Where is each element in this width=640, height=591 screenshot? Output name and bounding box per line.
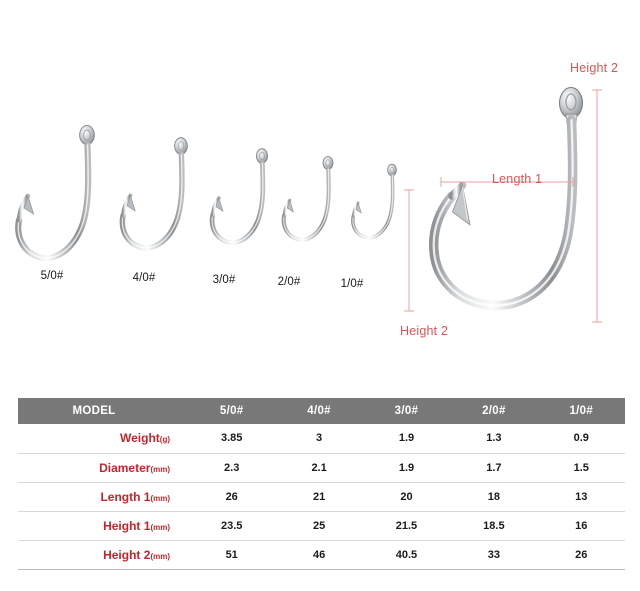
table-header-col-1-0: 1/0# bbox=[537, 398, 625, 424]
hook-2-0 bbox=[281, 156, 334, 242]
specification-table: MODEL 5/0# 4/0# 3/0# 2/0# 1/0# Weight(g)… bbox=[18, 398, 625, 570]
cell-height1-1-0: 16 bbox=[537, 511, 625, 541]
table-row-length1: Length 1(mm) 26 21 20 18 13 bbox=[18, 482, 625, 512]
row-label-height2: Height 2(mm) bbox=[18, 540, 188, 570]
row-label-diameter-text: Diameter bbox=[99, 460, 151, 475]
cell-height2-4-0: 46 bbox=[275, 540, 363, 570]
row-unit-length1: (mm) bbox=[150, 493, 170, 503]
table-header-col-5-0: 5/0# bbox=[188, 398, 276, 424]
cell-diameter-4-0: 2.1 bbox=[275, 453, 363, 483]
row-unit-height2: (mm) bbox=[150, 551, 170, 561]
cell-length1-1-0: 13 bbox=[537, 482, 625, 512]
cell-diameter-2-0: 1.7 bbox=[450, 453, 538, 483]
hook-size-label-5-0: 5/0# bbox=[40, 270, 64, 282]
cell-diameter-1-0: 1.5 bbox=[537, 453, 625, 483]
table-header-col-2-0: 2/0# bbox=[450, 398, 538, 424]
cell-weight-5-0: 3.85 bbox=[188, 424, 276, 454]
cell-weight-4-0: 3 bbox=[275, 424, 363, 454]
row-label-height1: Height 1(mm) bbox=[18, 511, 188, 541]
table-header-row: MODEL 5/0# 4/0# 3/0# 2/0# 1/0# bbox=[18, 398, 625, 424]
hook-5-0 bbox=[15, 125, 95, 262]
table-row-weight: Weight(g) 3.85 3 1.9 1.3 0.9 bbox=[18, 424, 625, 454]
cell-weight-1-0: 0.9 bbox=[537, 424, 625, 454]
row-label-length1: Length 1(mm) bbox=[18, 482, 188, 512]
hook-illustration-area: 5/0# 4/0# 3/0# 2/0# 1/0# Height 2 Length… bbox=[15, 61, 619, 338]
dimension-line-length1 bbox=[440, 177, 574, 187]
table-header-col-3-0: 3/0# bbox=[362, 398, 451, 424]
table-row-height2: Height 2(mm) 51 46 40.5 33 26 bbox=[18, 540, 625, 570]
hook-large-annotated bbox=[429, 87, 583, 311]
cell-weight-3-0: 1.9 bbox=[362, 424, 451, 454]
cell-weight-2-0: 1.3 bbox=[450, 424, 538, 454]
cell-height2-2-0: 33 bbox=[450, 540, 538, 570]
hook-4-0 bbox=[119, 137, 188, 251]
table-header-model: MODEL bbox=[18, 398, 188, 424]
table-row-height1: Height 1(mm) 23.5 25 21.5 18.5 16 bbox=[18, 511, 625, 541]
row-label-weight-text: Weight bbox=[120, 431, 160, 446]
cell-length1-2-0: 18 bbox=[450, 482, 538, 512]
cell-height1-2-0: 18.5 bbox=[450, 511, 538, 541]
hook-size-label-2-0: 2/0# bbox=[277, 276, 301, 288]
cell-diameter-5-0: 2.3 bbox=[188, 453, 276, 483]
dimension-label-height2-bottom: Height 2 bbox=[400, 324, 449, 338]
cell-height1-4-0: 25 bbox=[275, 511, 363, 541]
row-label-height1-text: Height 1 bbox=[103, 518, 151, 533]
hook-diagram-svg bbox=[15, 87, 602, 323]
dimension-label-height2-top: Height 2 bbox=[570, 61, 619, 75]
row-label-weight: Weight(g) bbox=[18, 424, 188, 454]
row-label-diameter: Diameter(mm) bbox=[18, 453, 188, 483]
hook-size-label-1-0: 1/0# bbox=[340, 278, 364, 290]
row-unit-diameter: (mm) bbox=[150, 464, 170, 474]
dimension-line-height2-left bbox=[404, 189, 414, 312]
cell-length1-5-0: 26 bbox=[188, 482, 276, 512]
cell-height1-5-0: 23.5 bbox=[188, 511, 276, 541]
cell-height1-3-0: 21.5 bbox=[362, 511, 451, 541]
cell-height2-3-0: 40.5 bbox=[362, 540, 451, 570]
row-label-length1-text: Length 1 bbox=[100, 489, 151, 504]
hook-1-0 bbox=[351, 163, 397, 240]
cell-length1-3-0: 20 bbox=[362, 482, 451, 512]
dimension-label-length1: Length 1 bbox=[492, 172, 543, 186]
row-unit-weight: (g) bbox=[159, 435, 170, 445]
dimension-line-height2-right bbox=[592, 89, 602, 323]
cell-height2-1-0: 26 bbox=[537, 540, 625, 570]
row-unit-height1: (mm) bbox=[150, 522, 170, 532]
row-label-height2-text: Height 2 bbox=[103, 547, 151, 562]
cell-length1-4-0: 21 bbox=[275, 482, 363, 512]
hook-3-0 bbox=[209, 148, 268, 245]
hook-size-label-4-0: 4/0# bbox=[132, 272, 156, 284]
cell-height2-5-0: 51 bbox=[188, 540, 276, 570]
cell-diameter-3-0: 1.9 bbox=[362, 453, 451, 483]
table-row-diameter: Diameter(mm) 2.3 2.1 1.9 1.7 1.5 bbox=[18, 453, 625, 483]
table-header-col-4-0: 4/0# bbox=[275, 398, 363, 424]
hook-size-label-3-0: 3/0# bbox=[212, 274, 236, 286]
